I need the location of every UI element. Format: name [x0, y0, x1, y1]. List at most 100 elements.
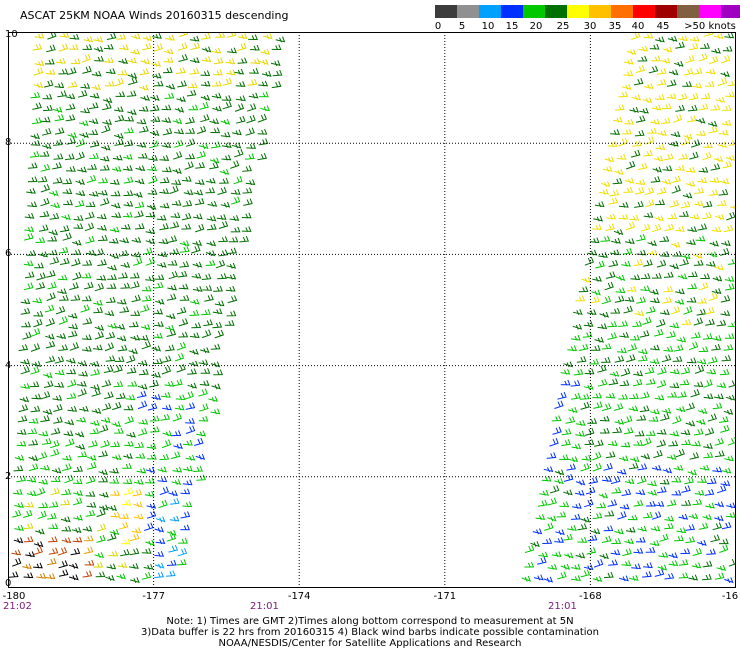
- wind-barb: [189, 332, 200, 339]
- wind-barb: [53, 153, 64, 160]
- wind-barb: [221, 142, 232, 149]
- wind-barb: [716, 484, 727, 494]
- wind-barb: [649, 358, 660, 365]
- wind-barb: [247, 78, 258, 86]
- wind-barb: [610, 307, 621, 314]
- wind-barb: [635, 536, 646, 543]
- wind-barb: [587, 418, 598, 425]
- wind-barb: [73, 514, 83, 521]
- wind-barb: [706, 368, 717, 375]
- wind-barb: [643, 212, 654, 218]
- wind-barb: [117, 69, 128, 76]
- wind-barb: [212, 308, 223, 315]
- wind-barb: [668, 440, 679, 447]
- longitude-tick-label: -16: [721, 591, 739, 602]
- wind-barb: [114, 138, 124, 146]
- wind-barb: [200, 347, 210, 354]
- wind-barb: [555, 529, 565, 536]
- wind-barb: [173, 379, 183, 387]
- wind-barb: [661, 103, 672, 110]
- wind-barb: [640, 453, 651, 460]
- wind-barb: [173, 443, 183, 449]
- wind-barb: [162, 430, 173, 437]
- wind-barb: [210, 408, 221, 415]
- wind-barb: [615, 274, 626, 281]
- wind-barb: [724, 577, 734, 584]
- wind-barb: [36, 572, 47, 579]
- wind-barb: [97, 259, 107, 267]
- wind-barb: [201, 273, 212, 280]
- wind-barb: [672, 250, 683, 257]
- colorbar-tick-label: 15: [505, 21, 519, 32]
- wind-barb: [175, 67, 186, 74]
- wind-barb: [35, 528, 45, 535]
- wind-barb: [664, 522, 674, 530]
- wind-barb: [196, 125, 207, 135]
- wind-barb: [705, 307, 715, 315]
- wind-barb: [640, 391, 650, 399]
- wind-barb: [98, 424, 109, 433]
- wind-barb: [75, 443, 86, 450]
- wind-barb: [189, 35, 200, 42]
- wind-barb: [590, 528, 601, 535]
- wind-barb: [54, 369, 65, 376]
- wind-barb: [638, 162, 648, 170]
- wind-barb: [193, 465, 203, 472]
- wind-barb: [214, 300, 225, 307]
- wind-barb: [720, 480, 731, 487]
- wind-barb: [219, 168, 230, 175]
- wind-barb: [564, 552, 574, 559]
- wind-barb: [693, 200, 704, 207]
- wind-barb: [154, 321, 164, 328]
- wind-barb: [66, 166, 76, 172]
- wind-barb: [575, 430, 586, 437]
- wind-barb: [716, 382, 727, 389]
- wind-barb: [614, 355, 625, 363]
- wind-barb: [710, 163, 721, 171]
- wind-barb: [77, 451, 88, 458]
- footnotes: Note: 1) Times are GMT 2)Times along bot…: [0, 616, 740, 649]
- wind-barb: [250, 58, 261, 65]
- wind-barb: [61, 463, 72, 472]
- wind-barb: [28, 417, 39, 424]
- wind-barb: [73, 490, 83, 497]
- wind-barb: [54, 355, 65, 364]
- wind-barb: [634, 310, 645, 317]
- wind-barb: [100, 417, 111, 424]
- wind-barb: [133, 501, 143, 508]
- wind-barb: [716, 564, 727, 571]
- wind-barb: [145, 275, 155, 282]
- wind-barb: [13, 465, 24, 472]
- wind-barb: [49, 448, 60, 457]
- wind-barb: [629, 393, 639, 400]
- wind-barb: [686, 296, 697, 303]
- wind-barb: [664, 515, 675, 522]
- wind-barb: [657, 130, 667, 137]
- wind-barb: [581, 454, 592, 461]
- wind-barb: [618, 91, 629, 98]
- colorbar-tick-label: >50 knots: [684, 21, 736, 32]
- wind-barb: [568, 456, 579, 463]
- wind-barb: [643, 511, 653, 519]
- wind-barb: [48, 501, 59, 508]
- wind-barb: [200, 80, 211, 87]
- wind-barb: [272, 69, 283, 77]
- wind-barb: [634, 430, 645, 437]
- wind-barb: [242, 187, 253, 194]
- wind-barb: [619, 503, 630, 510]
- wind-barb: [669, 382, 680, 389]
- wind-barb: [169, 221, 180, 229]
- wind-barb: [159, 188, 170, 195]
- wind-map: [8, 32, 736, 588]
- pass-time-label: 21:01: [250, 601, 279, 612]
- wind-barb: [22, 331, 32, 340]
- wind-barb: [671, 175, 681, 183]
- wind-barb: [575, 420, 586, 426]
- wind-barb: [89, 153, 100, 159]
- wind-barb: [146, 203, 157, 210]
- wind-barb: [563, 361, 573, 368]
- wind-barb: [12, 489, 23, 495]
- wind-barb: [175, 394, 186, 401]
- wind-barb: [581, 276, 592, 283]
- wind-barb: [642, 571, 652, 578]
